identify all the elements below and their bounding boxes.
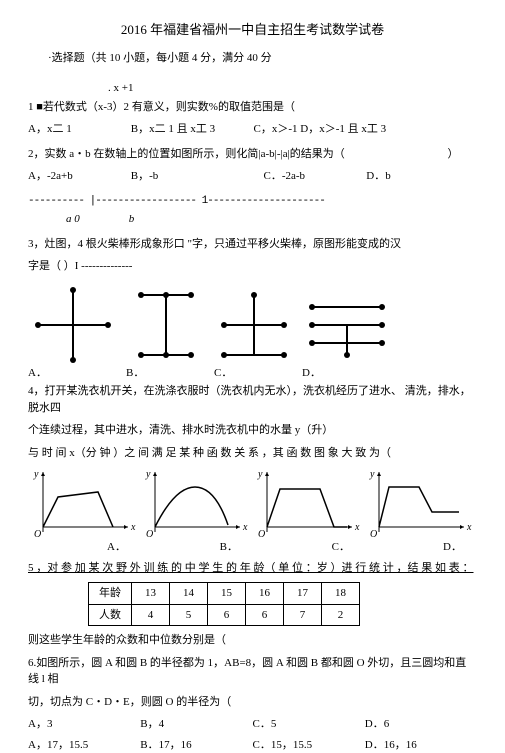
section-label: ·选择题（共 10 小题，每小题 4 分，满分 40 分 [48,50,477,67]
q1-opt-a: A，x二 1 [28,121,128,138]
q3-figures: A． B． C． [28,285,477,382]
q6-stem1: 6.如图所示，圆 A 和圆 B 的半径都为 1，AB=8，圆 A 和圆 B 都和… [28,655,477,688]
svg-text:y: y [33,469,39,480]
q4-label-c: C． [252,539,360,556]
cell: 16 [246,583,284,605]
q6-stem2: 切，切点为 C・D・E，则圆 O 的半径为（ [28,694,477,711]
q3-line2: 字是（ ）I -------------- [28,258,477,275]
q2-numberline: ---------- |------------------ 1--------… [28,193,477,210]
q3-fig-c: C． [214,285,294,382]
q3-stem: 3，灶图，4 根火柴棒形成象形口 "字，只通过平移火柴棒，原图形能变成的汉 [28,236,477,253]
page-title: 2016 年福建省福州一中自主招生考试数学试卷 [28,20,477,40]
q2-b: b [129,213,135,225]
q3-label-b: B． [126,365,206,382]
q4-fig-a: x y O A． [28,467,136,556]
svg-text:y: y [257,469,263,480]
q6-r1-c: C．5 [253,716,365,733]
q6-r1-d: D．6 [365,716,477,733]
cell: 5 [170,604,208,626]
svg-text:x: x [466,522,472,533]
q6-r1-a: A，3 [28,716,140,733]
table-row: 人数 4 5 6 6 7 2 [89,604,360,626]
q2-opt-d: D．b [366,168,390,185]
cell: 18 [322,583,360,605]
q4-fig-c: x y O C． [252,467,360,556]
svg-text:y: y [145,469,151,480]
q1-opt-b: B，x二 1 且 x工 3 [131,121,251,138]
q2-a: a 0 [66,211,126,228]
q4-stem1: 4，打开某洗衣机开关，在洗涤衣服时（洗衣机内无水），洗衣机经历了进水、 清洗，排… [28,383,477,416]
svg-text:O: O [258,529,265,539]
q6-row1: A，3 B，4 C．5 D．6 [28,716,477,733]
svg-text:x: x [242,522,248,533]
svg-text:O: O [146,529,153,539]
q2-opt-c: C．-2a-b [264,168,364,185]
svg-text:x: x [354,522,360,533]
q6-r2-b: B．17，16 [140,737,252,753]
cell: 2 [322,604,360,626]
cell: 13 [132,583,170,605]
q2-opt-b: B，-b [131,168,261,185]
q2-stem-text: 2，实数 a・b 在数轴上的位置如图所示，则化简|a-b|-|a|的结果为（ [28,148,345,160]
cell: 15 [208,583,246,605]
svg-text:O: O [34,529,41,539]
q6-r2-c: C．15，15.5 [253,737,365,753]
q6-r2-a: A，17，15.5 [28,737,140,753]
q5-stem: 5 ，对 参 加 某 次 野 外 训 练 的 中 学 生 的 年 龄（ 单 位 … [28,560,477,577]
q1-options: A，x二 1 B，x二 1 且 x工 3 C，x＞-1 D，x＞-1 且 x工 … [28,121,477,138]
q2-stem: 2，实数 a・b 在数轴上的位置如图所示，则化简|a-b|-|a|的结果为（ ） [28,146,477,163]
q5-table: 年龄 13 14 15 16 17 18 人数 4 5 6 6 7 2 [88,582,360,626]
q1-stem: 1 ■若代数式（x-3）2 有意义，则实数%的取值范围是（ [28,99,477,116]
q4-fig-b: x y O B． [140,467,248,556]
q6-r1-b: B，4 [140,716,252,733]
cell: 年龄 [89,583,132,605]
q6-row2: A，17，15.5 B．17，16 C．15，15.5 D．16，16 [28,737,477,753]
q4-label-a: A． [28,539,136,556]
q3-label-a: A． [28,365,118,382]
q4-stem2: 个连续过程，其中进水，清洗、排水时洗衣机中的水量 y（升） [28,422,477,439]
q2-ab: a 0 b [66,211,477,228]
cell: 4 [132,604,170,626]
q3-fig-b: B． [126,285,206,382]
q3-label-c: C． [214,365,294,382]
svg-text:O: O [370,529,377,539]
q4-fig-d: x y O D． [364,467,472,556]
cell: 17 [284,583,322,605]
svg-text:x: x [130,522,136,533]
q3-fig-a: A． [28,285,118,382]
q4-label-d: D． [364,539,472,556]
q3-label-d: D． [302,365,392,382]
cell: 14 [170,583,208,605]
q6-r2-d: D．16，16 [365,737,477,753]
q2-options: A，-2a+b B，-b C．-2a-b D．b [28,168,477,185]
q3-fig-d: D． [302,295,392,382]
q5-stem2: 则这些学生年龄的众数和中位数分别是（ [28,632,477,649]
cell: 人数 [89,604,132,626]
q1-expr: . x +1 [108,80,477,97]
cell: 6 [246,604,284,626]
q4-stem3: 与 时 间 x（分 钟 ）之 间 满 足 某 种 函 数 关 系 ，其 函 数 … [28,445,477,462]
q1-opt-cd: C，x＞-1 D，x＞-1 且 x工 3 [254,121,387,138]
cell: 7 [284,604,322,626]
q2-opt-a: A，-2a+b [28,168,128,185]
q4-figures: x y O A． x y O B． x y O C． [28,467,477,556]
table-row: 年龄 13 14 15 16 17 18 [89,583,360,605]
q4-label-b: B． [140,539,248,556]
svg-text:y: y [369,469,375,480]
cell: 6 [208,604,246,626]
